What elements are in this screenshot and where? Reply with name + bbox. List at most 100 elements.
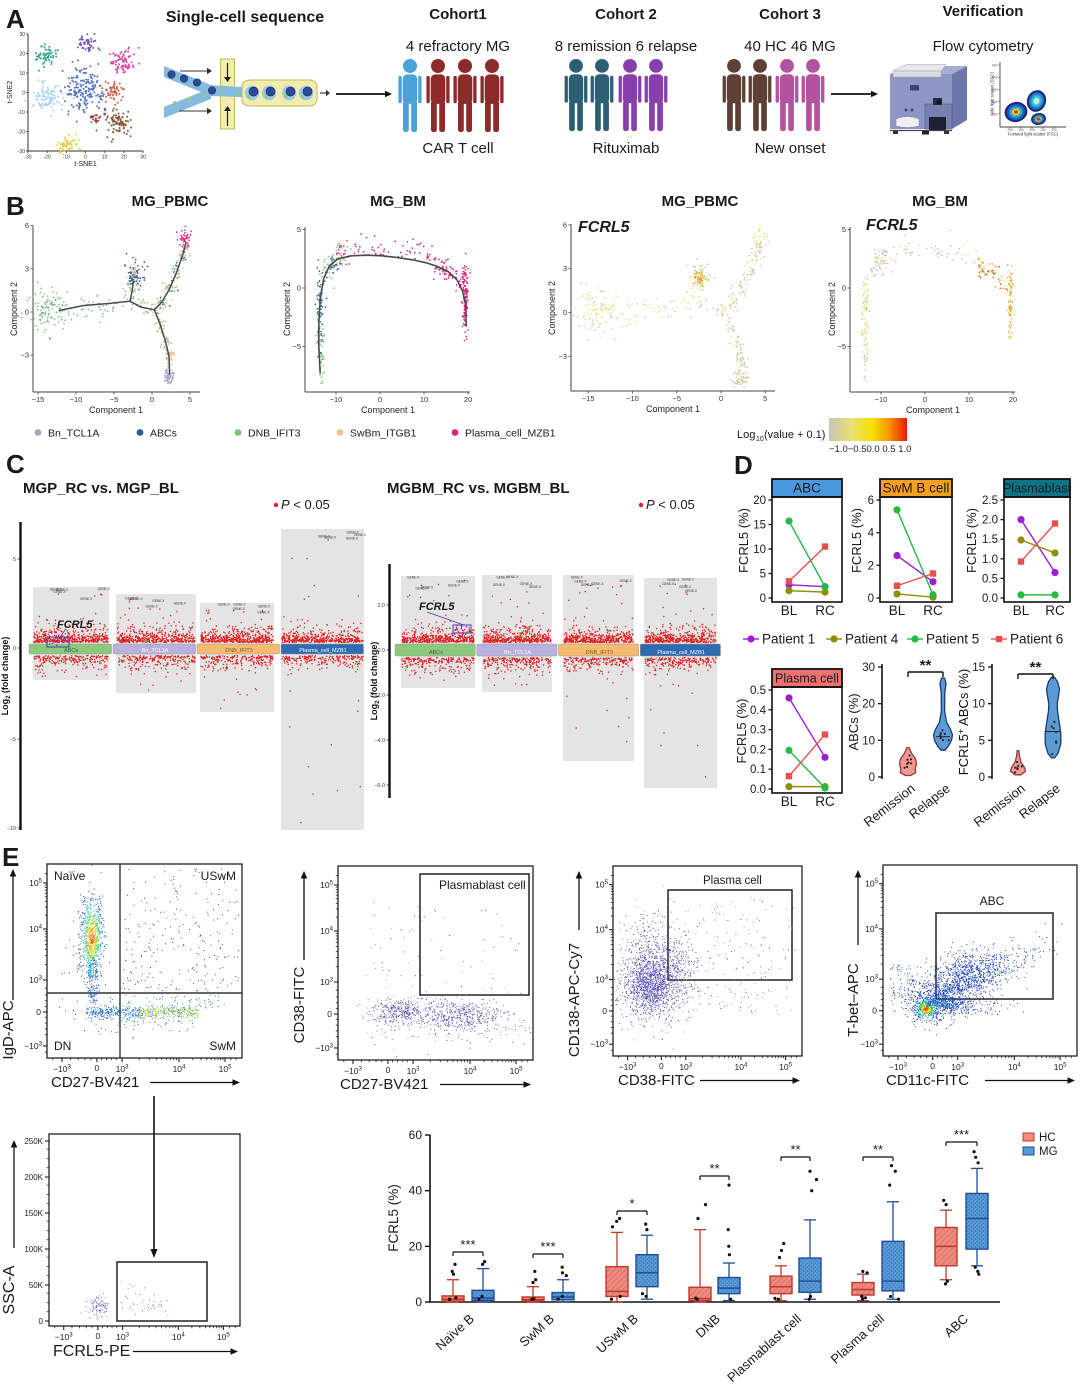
svg-text:Plasma_cell_MZB1: Plasma_cell_MZB1 bbox=[657, 650, 704, 656]
svg-text:0: 0 bbox=[150, 395, 154, 404]
svg-text:104: 104 bbox=[464, 1066, 477, 1077]
svg-text:6: 6 bbox=[868, 495, 874, 507]
svg-text:GENE-X: GENE-X bbox=[80, 597, 93, 601]
svg-text:GENE-X: GENE-X bbox=[662, 582, 675, 586]
svg-text:−103: −103 bbox=[619, 1062, 637, 1073]
svg-text:105: 105 bbox=[217, 1332, 230, 1343]
svg-text:MG: MG bbox=[1039, 1146, 1058, 1158]
svg-text:RC: RC bbox=[923, 603, 943, 618]
svg-text:FCRL5: FCRL5 bbox=[419, 601, 455, 613]
svg-text:-10: -10 bbox=[18, 110, 25, 116]
svg-text:105: 105 bbox=[320, 880, 333, 891]
svg-text:Bn_TCL1A: Bn_TCL1A bbox=[142, 648, 169, 654]
svg-text:0.0: 0.0 bbox=[377, 648, 385, 654]
svg-text:MG_BM: MG_BM bbox=[912, 193, 968, 210]
svg-text:GENE-X: GENE-X bbox=[233, 602, 246, 606]
svg-text:0.3: 0.3 bbox=[750, 725, 766, 737]
svg-text:10: 10 bbox=[102, 155, 108, 161]
svg-text:ABC: ABC bbox=[793, 481, 821, 496]
svg-text:104: 104 bbox=[595, 924, 608, 935]
svg-text:SwM: SwM bbox=[209, 1039, 236, 1053]
svg-text:5: 5 bbox=[842, 225, 846, 234]
svg-text:MGBM_RC vs. MGBM_BL: MGBM_RC vs. MGBM_BL bbox=[387, 480, 570, 497]
svg-text:FCRL5 (%): FCRL5 (%) bbox=[386, 1184, 401, 1252]
svg-text:BL: BL bbox=[781, 603, 798, 618]
svg-text:20: 20 bbox=[19, 51, 25, 57]
svg-text:GENE-X: GENE-X bbox=[456, 579, 469, 583]
svg-text:GENE-X: GENE-X bbox=[56, 588, 69, 592]
svg-text:SSC-A: SSC-A bbox=[1, 1265, 18, 1314]
svg-text:GENE-X: GENE-X bbox=[347, 531, 360, 535]
svg-text:5: 5 bbox=[13, 557, 16, 563]
svg-text:CD11c-FITC: CD11c-FITC bbox=[886, 1072, 969, 1089]
svg-text:MG_BM: MG_BM bbox=[370, 193, 426, 210]
svg-text:GENE-X: GENE-X bbox=[130, 597, 143, 601]
svg-text:800: 800 bbox=[992, 64, 998, 68]
svg-text:GENE-X: GENE-X bbox=[174, 601, 187, 605]
svg-text:104: 104 bbox=[865, 923, 878, 934]
svg-text:SwBm_ITGB1: SwBm_ITGB1 bbox=[350, 428, 417, 440]
svg-text:GENE-X: GENE-X bbox=[682, 578, 695, 582]
svg-text:200: 200 bbox=[1018, 128, 1024, 132]
svg-text:GENE-X: GENE-X bbox=[407, 576, 420, 580]
svg-text:GENE-X: GENE-X bbox=[324, 535, 337, 539]
svg-text:Component 1: Component 1 bbox=[646, 404, 700, 414]
svg-text:GENE-X: GENE-X bbox=[125, 596, 138, 600]
svg-text:GENE-X: GENE-X bbox=[685, 589, 698, 593]
svg-text:Flow cytometry: Flow cytometry bbox=[933, 38, 1034, 55]
svg-text:Log2 (fold change): Log2 (fold change) bbox=[0, 637, 12, 716]
svg-text:105: 105 bbox=[1054, 1062, 1067, 1073]
svg-text:Cohort 3: Cohort 3 bbox=[759, 6, 821, 23]
svg-text:GENE-X: GENE-X bbox=[529, 585, 542, 589]
svg-text:Cohort1: Cohort1 bbox=[429, 6, 487, 23]
svg-text:105: 105 bbox=[779, 1062, 792, 1073]
svg-text:E: E bbox=[2, 842, 19, 872]
svg-text:t-SNE2: t-SNE2 bbox=[7, 81, 14, 104]
svg-text:ABCs (%): ABCs (%) bbox=[846, 693, 861, 750]
svg-text:20: 20 bbox=[121, 155, 127, 161]
svg-text:FCRL5: FCRL5 bbox=[866, 217, 919, 234]
svg-text:100K: 100K bbox=[24, 1245, 43, 1254]
svg-text:2.5: 2.5 bbox=[982, 495, 998, 507]
svg-text:10: 10 bbox=[420, 395, 428, 404]
svg-text:−5: −5 bbox=[837, 342, 846, 351]
svg-text:10: 10 bbox=[972, 699, 985, 711]
svg-text:−3: −3 bbox=[20, 351, 29, 360]
svg-text:103: 103 bbox=[595, 974, 608, 985]
svg-text:0: 0 bbox=[22, 90, 25, 96]
svg-text:−5: −5 bbox=[672, 394, 681, 403]
svg-text:t-SNE1: t-SNE1 bbox=[74, 161, 97, 168]
svg-text:Patient 6: Patient 6 bbox=[1010, 632, 1063, 647]
svg-text:0: 0 bbox=[868, 593, 874, 605]
svg-text:GENE-X: GENE-X bbox=[146, 604, 159, 608]
svg-text:−10: −10 bbox=[70, 395, 83, 404]
svg-text:DN: DN bbox=[54, 1039, 71, 1053]
svg-text:103: 103 bbox=[116, 1332, 129, 1343]
svg-text:−3: −3 bbox=[558, 352, 567, 361]
svg-text:Component 1: Component 1 bbox=[361, 405, 415, 415]
svg-text:15: 15 bbox=[972, 662, 985, 674]
svg-text:105: 105 bbox=[510, 1066, 523, 1077]
svg-text:−4.0: −4.0 bbox=[374, 738, 385, 744]
svg-text:0.4: 0.4 bbox=[750, 705, 767, 717]
svg-text:40: 40 bbox=[409, 1184, 423, 1198]
svg-text:30: 30 bbox=[19, 32, 25, 38]
svg-text:103: 103 bbox=[320, 977, 333, 988]
svg-text:−5: −5 bbox=[10, 737, 16, 743]
svg-text:GENE-X: GENE-X bbox=[50, 588, 63, 592]
svg-text:MG_PBMC: MG_PBMC bbox=[662, 193, 739, 210]
svg-text:0: 0 bbox=[386, 1065, 391, 1075]
svg-text:2.0: 2.0 bbox=[377, 603, 385, 609]
svg-text:0: 0 bbox=[979, 772, 985, 784]
svg-text:Plasma_cell_MZB1: Plasma_cell_MZB1 bbox=[465, 428, 556, 440]
svg-text:T-bet–APC: T-bet–APC bbox=[845, 963, 862, 1037]
svg-text:***: *** bbox=[954, 1127, 969, 1142]
svg-text:B: B bbox=[6, 191, 25, 221]
svg-text:CD138-APC-Cy7: CD138-APC-Cy7 bbox=[566, 943, 583, 1057]
svg-text:40 HC 46 MG: 40 HC 46 MG bbox=[744, 38, 836, 55]
svg-text:GENE-X: GENE-X bbox=[318, 534, 331, 538]
svg-text:200K: 200K bbox=[24, 1173, 43, 1182]
svg-text:**: ** bbox=[873, 1142, 883, 1157]
svg-text:*: * bbox=[629, 1196, 634, 1211]
svg-text:0: 0 bbox=[297, 284, 301, 293]
